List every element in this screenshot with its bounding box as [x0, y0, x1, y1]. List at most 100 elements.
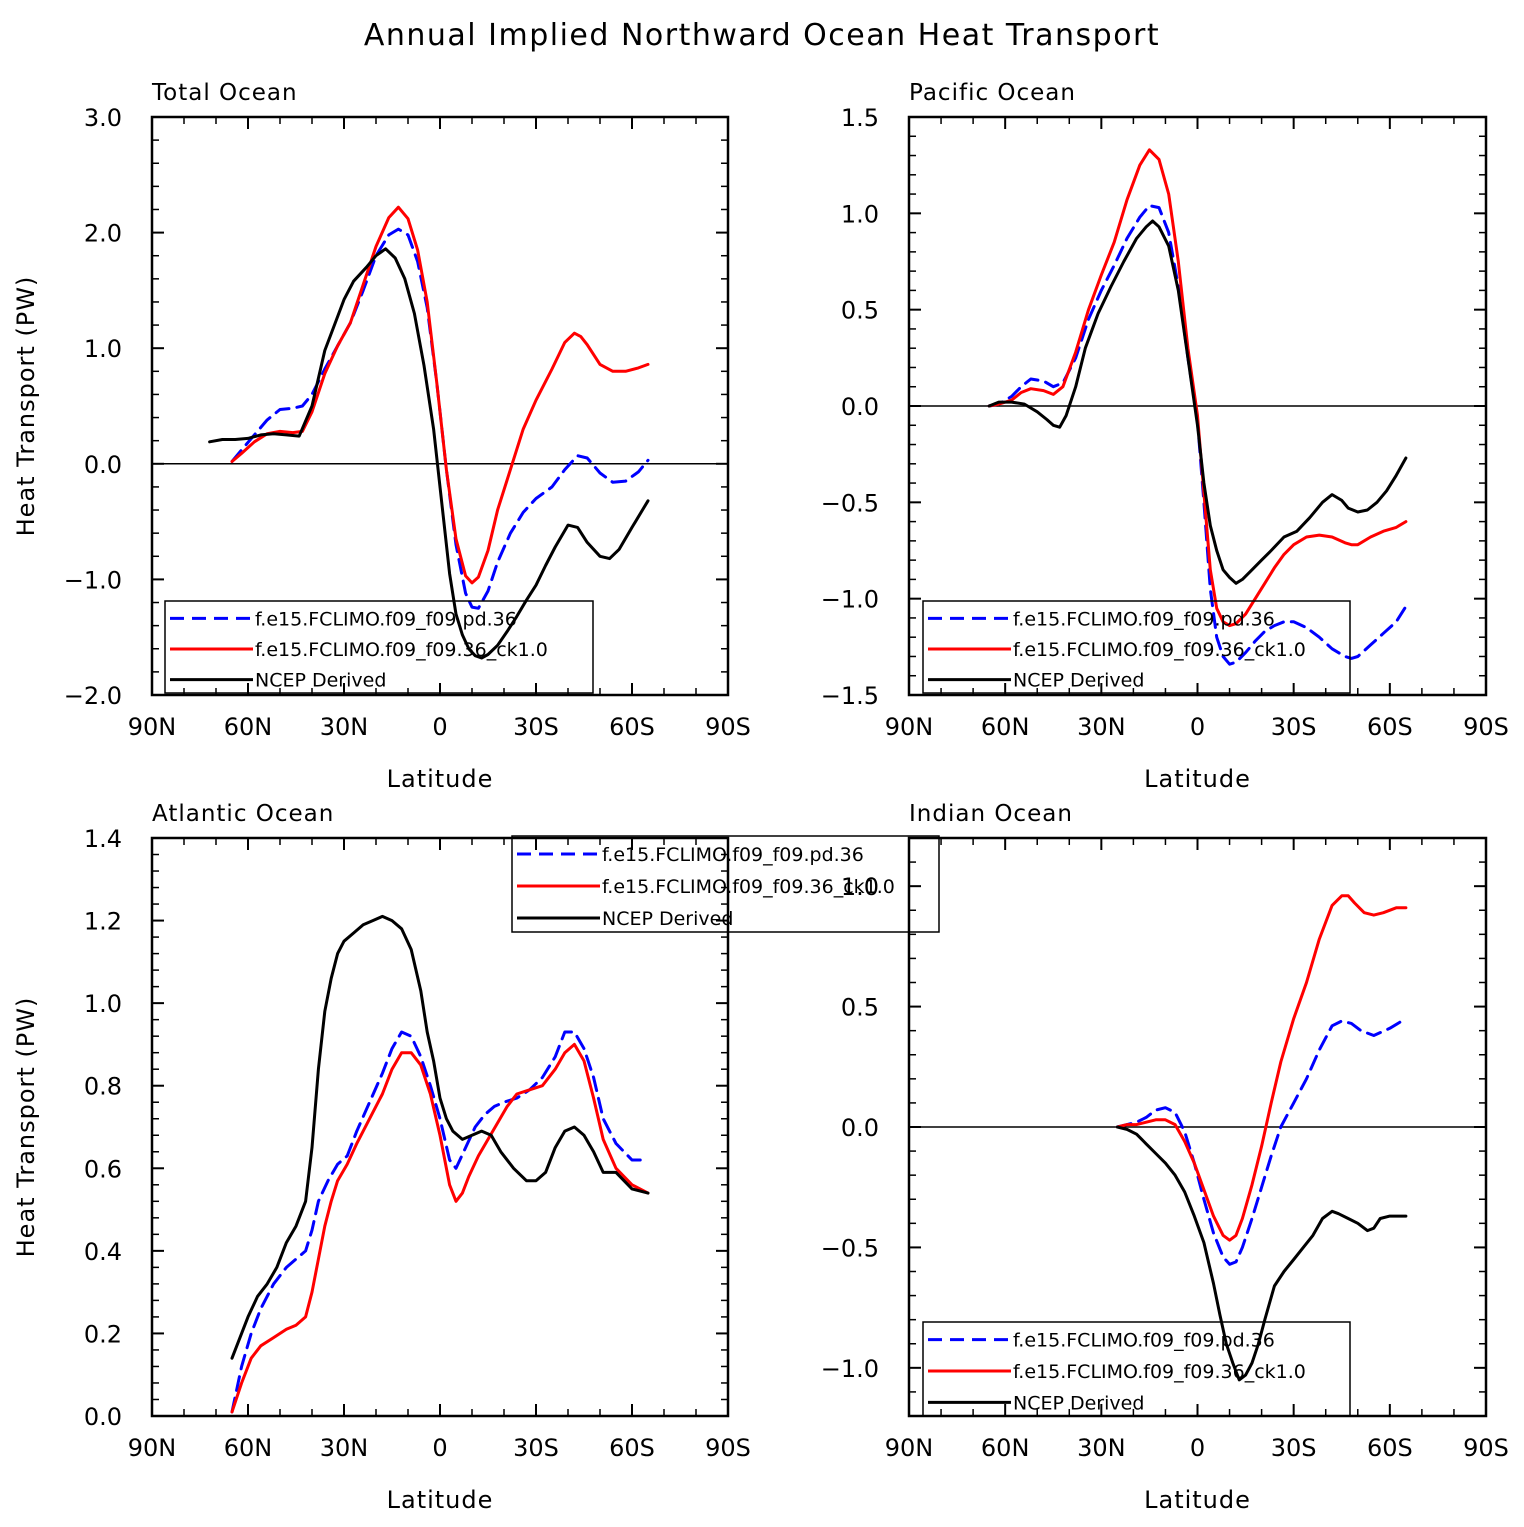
y-tick-label: 1.4	[84, 825, 122, 853]
y-tick-label: 2.0	[84, 220, 122, 248]
legend-label: f.e15.FCLIMO.f09_f09.36_ck1.0	[1013, 1361, 1306, 1383]
y-tick-label: 0.8	[84, 1073, 122, 1101]
x-tick-label: 60S	[609, 713, 655, 741]
y-tick-label: 0.0	[84, 451, 122, 479]
series-line-ncep-derived	[208, 247, 650, 660]
x-tick-label: 30N	[1077, 1434, 1126, 1462]
x-tick-label: 30S	[513, 713, 559, 741]
x-tick-label: 60N	[224, 1434, 273, 1462]
legend-label: NCEP Derived	[1013, 670, 1144, 692]
indian-ocean-panel: 90N 60N 30N 0 30S 60S 90S −1.0 −0.5 0.0 0.5 1.0 Indi…	[821, 801, 1509, 1514]
x-tick-label: 30S	[1271, 713, 1317, 741]
series-line-ncep-derived	[987, 219, 1408, 585]
x-tick-label: 60N	[981, 713, 1030, 741]
x-tick-label: 30N	[1077, 713, 1126, 741]
pacific-ocean-panel: 90N 60N 30N 0 30S 60S 90S −1.5 −1.0 −0.5 0.0 0.5 1.0…	[821, 80, 1509, 793]
x-tick-label: 60N	[981, 1434, 1030, 1462]
y-tick-label: −2.0	[64, 682, 122, 710]
y-tick-label: −1.5	[821, 682, 879, 710]
series-line-f-e15-fclimo-f09-f09-36-ck1-0	[230, 205, 650, 585]
x-tick-label: 90N	[128, 1434, 177, 1462]
legend-label: f.e15.FCLIMO.f09_f09.pd.36	[255, 608, 517, 630]
legend-box	[922, 1321, 1351, 1417]
y-tick-label: −1.0	[821, 1355, 879, 1383]
y-tick-label: 1.0	[84, 990, 122, 1018]
figure-title: Annual Implied Northward Ocean Heat Tran…	[364, 18, 1160, 53]
y-tick-label: −0.5	[821, 1234, 879, 1262]
x-tick-label: 30S	[513, 1434, 559, 1462]
legend: f.e15.FCLIMO.f09_f09.pd.36 f.e15.FCLIMO.f…	[164, 600, 594, 694]
legend-box	[511, 835, 940, 933]
legend-label: f.e15.FCLIMO.f09_f09.36_ck1.0	[255, 639, 548, 661]
series-line-f-e15-fclimo-f09-f09-36-ck1-0	[230, 1042, 650, 1414]
x-tick-label: 30S	[1271, 1434, 1317, 1462]
y-tick-label: 0.5	[841, 297, 879, 325]
y-tick-label: 0.0	[841, 1114, 879, 1142]
x-tick-label: 0	[432, 1434, 447, 1462]
legend-label: f.e15.FCLIMO.f09_f09.pd.36	[1013, 608, 1275, 630]
legend: f.e15.FCLIMO.f09_f09.pd.36 f.e15.FCLIMO.f…	[922, 1321, 1351, 1417]
x-axis-label: Latitude	[387, 1486, 494, 1514]
y-axis-label: Heat Transport (PW)	[12, 997, 40, 1258]
y-tick-label: 1.0	[84, 335, 122, 363]
legend-box	[164, 600, 594, 694]
x-tick-label: 30N	[320, 1434, 369, 1462]
y-tick-label: −1.0	[64, 566, 122, 594]
x-tick-label: 90S	[705, 713, 751, 741]
x-tick-label: 90S	[1463, 713, 1509, 741]
x-tick-label: 30N	[320, 713, 369, 741]
y-tick-label: 0.2	[84, 1320, 122, 1348]
x-tick-label: 60S	[1367, 1434, 1413, 1462]
y-tick-label: 3.0	[84, 104, 122, 132]
x-tick-label: 60N	[224, 713, 273, 741]
legend: f.e15.FCLIMO.f09_f09.pd.36 f.e15.FCLIMO.f…	[511, 835, 940, 933]
y-tick-label: 0.4	[84, 1238, 122, 1266]
y-tick-label: 0.0	[841, 393, 879, 421]
x-tick-label: 0	[1190, 1434, 1205, 1462]
x-tick-label: 0	[432, 713, 447, 741]
y-tick-label: −1.0	[821, 586, 879, 614]
series-line-ncep-derived	[230, 914, 650, 1360]
x-tick-label: 60S	[609, 1434, 655, 1462]
legend-label: NCEP Derived	[1013, 1392, 1144, 1414]
y-tick-label: 1.5	[841, 104, 879, 132]
legend-label: f.e15.FCLIMO.f09_f09.pd.36	[1013, 1330, 1275, 1352]
x-tick-label: 0	[1190, 713, 1205, 741]
x-axis-label: Latitude	[1144, 765, 1251, 793]
series-line-f-e15-fclimo-f09-f09-pd-36	[987, 204, 1408, 666]
series-line-ncep-derived	[1115, 1125, 1408, 1382]
panel-title: Atlantic Ocean	[152, 801, 334, 827]
x-tick-label: 90S	[705, 1434, 751, 1462]
series-line-f-e15-fclimo-f09-f09-pd-36	[1115, 1017, 1408, 1266]
total-ocean-panel: 90N 60N 30N 0 30S 60S 90S −2.0 −1.0 0.0 1.0 2.0 3.0 T…	[12, 80, 751, 793]
panel-title: Pacific Ocean	[909, 80, 1076, 106]
y-tick-label: 1.2	[84, 908, 122, 936]
x-axis-label: Latitude	[1144, 1486, 1251, 1514]
atlantic-ocean-panel: 90N 60N 30N 0 30S 60S 90S 0.0 0.2 0.4 0.6 0.8 1.0 1.2…	[12, 801, 940, 1514]
y-tick-label: 0.0	[84, 1403, 122, 1431]
legend-label: f.e15.FCLIMO.f09_f09.pd.36	[602, 844, 864, 866]
panel-title: Total Ocean	[151, 80, 298, 106]
y-tick-label: 1.0	[841, 200, 879, 228]
x-tick-label: 60S	[1367, 713, 1413, 741]
legend-label: NCEP Derived	[255, 670, 386, 692]
x-tick-label: 90N	[128, 713, 177, 741]
legend: f.e15.FCLIMO.f09_f09.pd.36 f.e15.FCLIMO.f…	[922, 600, 1351, 694]
y-tick-label: 0.5	[841, 994, 879, 1022]
x-tick-label: 90S	[1463, 1434, 1509, 1462]
legend-label: f.e15.FCLIMO.f09_f09.36_ck1.0	[1013, 639, 1306, 661]
legend-label: NCEP Derived	[602, 908, 733, 930]
legend-box	[922, 600, 1351, 694]
x-tick-label: 90N	[885, 1434, 934, 1462]
x-axis-label: Latitude	[387, 765, 494, 793]
x-tick-label: 90N	[885, 713, 934, 741]
panel-title: Indian Ocean	[909, 801, 1073, 827]
legend-label: f.e15.FCLIMO.f09_f09.36_ck1.0	[602, 876, 895, 898]
series-line-f-e15-fclimo-f09-f09-36-ck1-0	[987, 148, 1408, 628]
series-line-f-e15-fclimo-f09-f09-pd-36	[230, 1030, 650, 1414]
series-line-f-e15-fclimo-f09-f09-pd-36	[230, 227, 650, 610]
y-axis-label: Heat Transport (PW)	[12, 276, 40, 537]
series-line-f-e15-fclimo-f09-f09-36-ck1-0	[1115, 894, 1408, 1242]
y-tick-label: 0.6	[84, 1155, 122, 1183]
